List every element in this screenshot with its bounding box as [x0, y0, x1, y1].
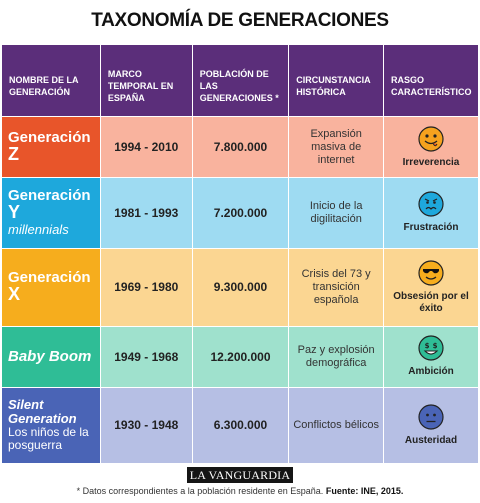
header-circumstance: CIRCUNSTANCIA HISTÓRICA [289, 45, 383, 116]
sunglasses-face-icon [418, 260, 444, 286]
trait-cell: Austeridad [384, 387, 478, 463]
table-row-gen-z: Generación Z 1994 - 2010 7.800.000 Expan… [2, 117, 478, 178]
population-cell: 7.800.000 [192, 117, 289, 178]
trait-cell: Frustración [384, 178, 478, 248]
generation-name-cell: Generación X [2, 248, 100, 326]
header-years: MARCO TEMPORAL EN ESPAÑA [100, 45, 192, 116]
table-row-baby-boom: Baby Boom 1949 - 1968 12.200.000 Paz y e… [2, 326, 478, 387]
trait-label: Obsesión por el éxito [393, 290, 469, 314]
generation-name-cell: Generación Y millennials [2, 178, 100, 248]
header-population: POBLACIÓN DE LAS GENERACIONES * [192, 45, 289, 116]
generation-subtitle: Los niños de la posguerra [8, 425, 89, 453]
header-trait: RASGO CARACTERÍSTICO [384, 45, 478, 116]
circumstance-cell: Inicio de la digilitación [289, 178, 383, 248]
generation-name: Baby Boom [8, 347, 92, 365]
table-row-gen-y: Generación Y millennials 1981 - 1993 7.2… [2, 178, 478, 248]
header-name: NOMBRE DE LA GENERACIÓN [2, 45, 100, 116]
tongue-out-face-icon [418, 125, 444, 152]
trait-cell: Irreverencia [384, 117, 478, 178]
population-cell: 9.300.000 [192, 248, 289, 326]
generation-name: Generación [8, 129, 91, 146]
years-cell: 1994 - 2010 [100, 117, 192, 178]
table-row-silent-generation: Silent Generation Los niños de la posgue… [2, 387, 478, 463]
trait-label: Irreverencia [402, 156, 460, 168]
circumstance-cell: Conflictos bélicos [289, 387, 383, 463]
trait-cell: Obsesión por el éxito [384, 248, 478, 326]
generation-name-cell: Baby Boom [2, 326, 100, 387]
la-vanguardia-logo: LA VANGUARDIA [187, 467, 293, 483]
years-cell: 1981 - 1993 [100, 178, 192, 248]
generation-letter: Z [8, 144, 19, 164]
years-cell: 1969 - 1980 [100, 248, 192, 326]
generation-letter: Y [8, 201, 21, 222]
svg-text:$: $ [425, 342, 430, 350]
generation-name: Generación [8, 269, 91, 287]
years-cell: 1930 - 1948 [100, 387, 192, 463]
neutral-face-icon [418, 404, 444, 430]
page-title: TAXONOMÍA DE GENERACIONES [91, 10, 389, 31]
population-cell: 6.300.000 [192, 387, 289, 463]
generation-letter: X [8, 284, 21, 305]
table-row-gen-x: Generación X 1969 - 1980 9.300.000 Crisi… [2, 248, 478, 326]
generation-name: Silent Generation [8, 397, 77, 427]
trait-label: Austeridad [404, 434, 458, 446]
generation-name-cell: Generación Z [2, 117, 100, 178]
circumstance-cell: Crisis del 73 y transición española [289, 248, 383, 326]
frustrated-face-icon [418, 191, 444, 218]
years-cell: 1949 - 1968 [100, 326, 192, 387]
circumstance-cell: Paz y explosión demográfica [289, 326, 383, 387]
population-cell: 12.200.000 [192, 326, 289, 387]
trait-label: Frustración [403, 222, 459, 234]
footnote: * Datos correspondientes a la población … [0, 486, 480, 496]
generation-name: Generación [8, 186, 91, 204]
source-text: Fuente: INE, 2015. [325, 486, 404, 496]
svg-text:$: $ [433, 342, 438, 350]
population-cell: 7.200.000 [192, 178, 289, 248]
footnote-text: * Datos correspondientes a la población … [76, 486, 324, 496]
generation-name-cell: Silent Generation Los niños de la posgue… [2, 387, 100, 463]
header-row: NOMBRE DE LA GENERACIÓN MARCO TEMPORAL E… [2, 45, 478, 116]
trait-cell: $ $ Ambición [384, 326, 478, 387]
money-eyes-face-icon: $ $ [418, 335, 444, 361]
generations-table: NOMBRE DE LA GENERACIÓN MARCO TEMPORAL E… [1, 44, 479, 464]
generation-subtitle: millennials [8, 221, 69, 237]
circumstance-cell: Expansión masiva de internet [289, 117, 383, 178]
trait-label: Ambición [408, 366, 454, 378]
